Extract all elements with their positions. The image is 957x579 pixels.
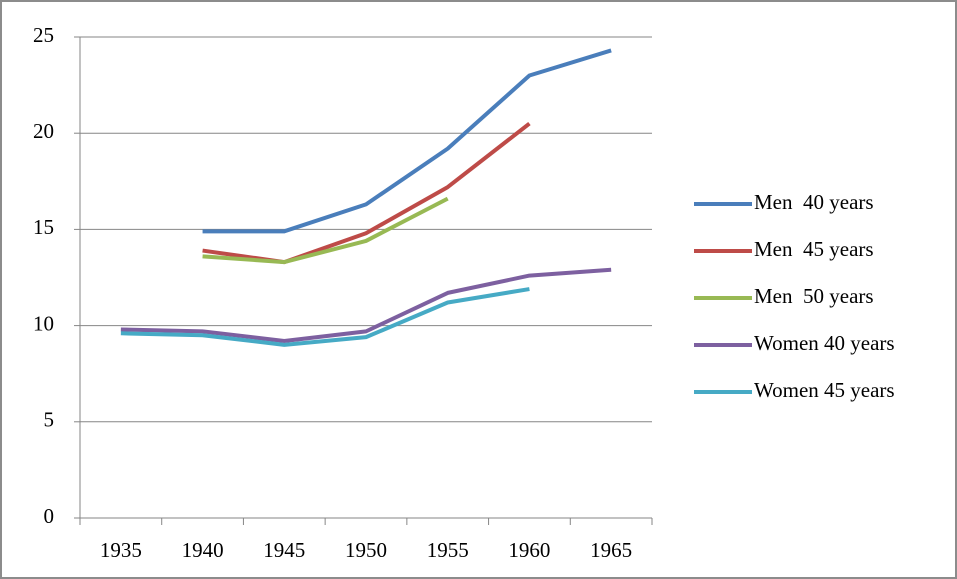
x-tick-label: 1965 — [590, 538, 632, 562]
legend-label: Men 50 years — [754, 284, 874, 308]
y-tick-label: 20 — [33, 119, 54, 143]
y-tick-label: 10 — [33, 311, 54, 335]
x-tick-label: 1955 — [427, 538, 469, 562]
x-tick-label: 1945 — [263, 538, 305, 562]
x-tick-label: 1940 — [182, 538, 224, 562]
legend-label: Women 40 years — [754, 331, 895, 355]
y-tick-label: 0 — [44, 504, 55, 528]
x-tick-label: 1935 — [100, 538, 142, 562]
x-tick-label: 1950 — [345, 538, 387, 562]
series-line — [202, 196, 449, 265]
series-line — [120, 267, 612, 343]
x-tick-label: 1960 — [508, 538, 550, 562]
y-tick-label: 5 — [44, 408, 55, 432]
legend-label: Men 40 years — [754, 190, 874, 214]
legend-label: Men 45 years — [754, 237, 874, 261]
legend-label: Women 45 years — [754, 378, 895, 402]
y-tick-label: 15 — [33, 215, 54, 239]
y-tick-label: 25 — [33, 23, 54, 47]
series-line — [202, 48, 612, 234]
series-line — [120, 287, 530, 347]
